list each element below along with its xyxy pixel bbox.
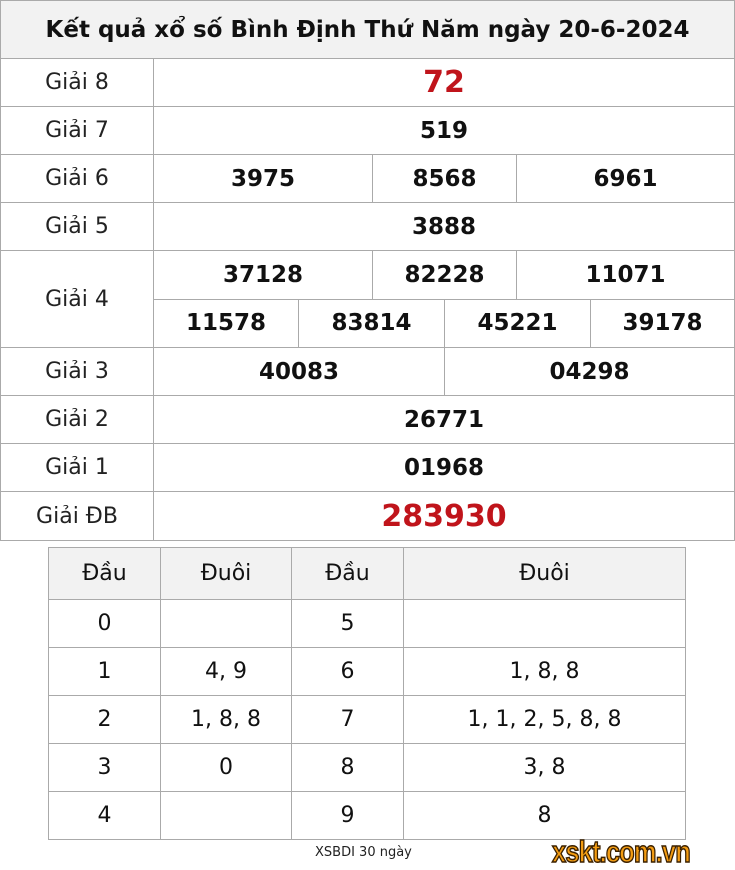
prize-number: 11578 [154, 299, 299, 347]
cell: 2 [48, 695, 161, 744]
prize-row-3: Giải 3 40083 04298 [1, 348, 734, 396]
table-row: 1 4, 9 6 1, 8, 8 [48, 647, 686, 696]
prize-number: 37128 [154, 251, 373, 299]
prize-number: 8568 [373, 155, 517, 202]
prize-label: Giải 6 [1, 155, 154, 202]
cell: 9 [291, 791, 404, 840]
header-dau: Đầu [48, 547, 161, 600]
cell: 1, 8, 8 [160, 695, 292, 744]
cell [403, 599, 686, 648]
prize-label: Giải ĐB [1, 492, 154, 540]
cell: 8 [291, 743, 404, 792]
prize-number: 82228 [373, 251, 517, 299]
cell: 1, 1, 2, 5, 8, 8 [403, 695, 686, 744]
cell: 5 [291, 599, 404, 648]
prize-row-7: Giải 7 519 [1, 107, 734, 155]
prize-label: Giải 2 [1, 396, 154, 443]
header-duoi: Đuôi [160, 547, 292, 600]
cell: 4 [48, 791, 161, 840]
prize-row-4: Giải 4 37128 82228 11071 11578 83814 45221 39… [1, 251, 734, 348]
cell [160, 791, 292, 840]
prize-number: 40083 [154, 348, 445, 395]
prize-row-special: Giải ĐB 283930 [1, 492, 734, 540]
cell: 3 [48, 743, 161, 792]
cell: 0 [48, 599, 161, 648]
prize-row-2: Giải 2 26771 [1, 396, 734, 444]
prize-number: 72 [423, 65, 465, 100]
prize-number: 3975 [154, 155, 373, 202]
prize-number: 45221 [445, 299, 591, 347]
header-duoi: Đuôi [403, 547, 686, 600]
cell: 7 [291, 695, 404, 744]
cell: 1, 8, 8 [403, 647, 686, 696]
results-table: Kết quả xổ số Bình Định Thứ Năm ngày 20-… [0, 0, 735, 541]
cell: 1 [48, 647, 161, 696]
prize-number: 04298 [549, 358, 630, 385]
prize-label: Giải 4 [1, 251, 154, 347]
prize-row-1: Giải 1 01968 [1, 444, 734, 492]
cell: 3, 8 [403, 743, 686, 792]
loto-header-row: Đầu Đuôi Đầu Đuôi [48, 547, 686, 600]
cell: 0 [160, 743, 292, 792]
prize-label: Giải 1 [1, 444, 154, 491]
prize-number: 519 [419, 117, 468, 144]
prize-number: 3888 [411, 213, 476, 240]
prize-number: 01968 [403, 454, 485, 481]
cell [160, 599, 292, 648]
table-row: 2 1, 8, 8 7 1, 1, 2, 5, 8, 8 [48, 695, 686, 744]
prize-label: Giải 3 [1, 348, 154, 395]
footer-caption: XSBDI 30 ngày [315, 845, 412, 860]
table-row: 3 0 8 3, 8 [48, 743, 686, 792]
header-dau: Đầu [291, 547, 404, 600]
cell: 8 [403, 791, 686, 840]
prize-row-5: Giải 5 3888 [1, 203, 734, 251]
prize-number: 26771 [403, 406, 485, 433]
cell: 4, 9 [160, 647, 292, 696]
prize-row-8: Giải 8 72 [1, 59, 734, 107]
prize-row-6: Giải 6 3975 8568 6961 [1, 155, 734, 203]
prize-number: 6961 [593, 165, 658, 192]
prize-number: 283930 [381, 498, 507, 534]
cell: 6 [291, 647, 404, 696]
prize-label: Giải 5 [1, 203, 154, 250]
prize-number: 39178 [622, 310, 703, 337]
prize-label: Giải 8 [1, 59, 154, 106]
prize-label: Giải 7 [1, 107, 154, 154]
site-logo: xskt.com.vn [551, 833, 691, 870]
page-title: Kết quả xổ số Bình Định Thứ Năm ngày 20-… [1, 1, 734, 59]
prize-number: 11071 [585, 261, 666, 288]
prize-number: 83814 [299, 299, 445, 347]
